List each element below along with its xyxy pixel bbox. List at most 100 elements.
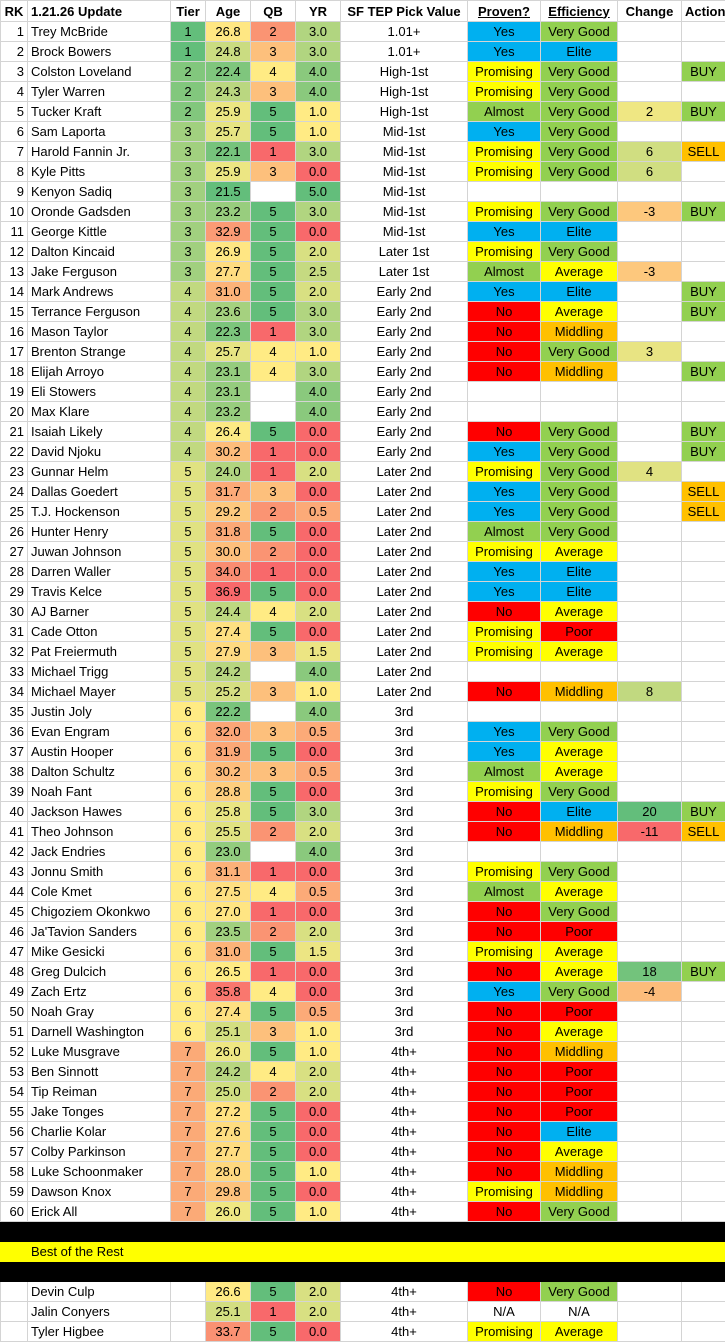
change — [618, 502, 682, 522]
efficiency: Very Good — [541, 162, 618, 182]
years: 2.0 — [296, 462, 341, 482]
rank: 36 — [1, 722, 28, 742]
change — [618, 762, 682, 782]
action — [682, 842, 725, 862]
years: 4.0 — [296, 62, 341, 82]
tier: 6 — [171, 1002, 206, 1022]
age: 25.8 — [206, 802, 251, 822]
band-cell — [682, 1222, 725, 1242]
action — [682, 1322, 725, 1342]
change: 4 — [618, 462, 682, 482]
rank: 5 — [1, 102, 28, 122]
tier: 2 — [171, 102, 206, 122]
change — [618, 82, 682, 102]
pick-value: Later 2nd — [341, 582, 468, 602]
efficiency: Very Good — [541, 902, 618, 922]
pick-value: Later 2nd — [341, 542, 468, 562]
action — [682, 522, 725, 542]
proven: No — [468, 322, 541, 342]
proven: Yes — [468, 22, 541, 42]
player-name: Terrance Ferguson — [28, 302, 171, 322]
proven: Promising — [468, 862, 541, 882]
years: 1.0 — [296, 1022, 341, 1042]
band-cell — [468, 1222, 541, 1242]
pick-value: Early 2nd — [341, 302, 468, 322]
years: 3.0 — [296, 322, 341, 342]
proven: No — [468, 1202, 541, 1222]
efficiency: N/A — [541, 1302, 618, 1322]
qb: 3 — [251, 162, 296, 182]
age: 27.5 — [206, 882, 251, 902]
player-name: Jack Endries — [28, 842, 171, 862]
age: 24.0 — [206, 462, 251, 482]
efficiency: Average — [541, 1022, 618, 1042]
rank: 48 — [1, 962, 28, 982]
action — [682, 902, 725, 922]
proven: Promising — [468, 62, 541, 82]
band-cell — [468, 1262, 541, 1282]
pick-value: Mid-1st — [341, 162, 468, 182]
years: 1.5 — [296, 642, 341, 662]
rank: 60 — [1, 1202, 28, 1222]
section-label: Best of the Rest — [28, 1242, 171, 1262]
years: 0.5 — [296, 762, 341, 782]
efficiency: Average — [541, 542, 618, 562]
change — [618, 562, 682, 582]
efficiency: Very Good — [541, 422, 618, 442]
rank: 52 — [1, 1042, 28, 1062]
rank: 38 — [1, 762, 28, 782]
tier: 5 — [171, 642, 206, 662]
tier: 5 — [171, 502, 206, 522]
action — [682, 742, 725, 762]
change — [618, 122, 682, 142]
player-name: Noah Gray — [28, 1002, 171, 1022]
change — [618, 1002, 682, 1022]
band-cell — [341, 1222, 468, 1242]
player-name: Brenton Strange — [28, 342, 171, 362]
player-name: AJ Barner — [28, 602, 171, 622]
action: BUY — [682, 362, 725, 382]
years: 2.0 — [296, 1302, 341, 1322]
change — [618, 522, 682, 542]
qb: 2 — [251, 922, 296, 942]
years: 0.5 — [296, 502, 341, 522]
qb: 4 — [251, 62, 296, 82]
pick-value: Early 2nd — [341, 382, 468, 402]
player-name: Oronde Gadsden — [28, 202, 171, 222]
proven: No — [468, 902, 541, 922]
player-name: Noah Fant — [28, 782, 171, 802]
player-name: Cade Otton — [28, 622, 171, 642]
change — [618, 1202, 682, 1222]
years: 2.0 — [296, 282, 341, 302]
tier: 5 — [171, 682, 206, 702]
age: 27.4 — [206, 1002, 251, 1022]
pick-value: Early 2nd — [341, 342, 468, 362]
age: 35.8 — [206, 982, 251, 1002]
action: SELL — [682, 822, 725, 842]
qb: 4 — [251, 982, 296, 1002]
column-header: QB — [251, 1, 296, 22]
qb: 5 — [251, 622, 296, 642]
qb: 5 — [251, 302, 296, 322]
pick-value: Early 2nd — [341, 282, 468, 302]
qb: 5 — [251, 802, 296, 822]
action — [682, 1042, 725, 1062]
proven: Yes — [468, 582, 541, 602]
rank: 1 — [1, 22, 28, 42]
proven: Promising — [468, 942, 541, 962]
band-cell — [28, 1222, 171, 1242]
proven: Yes — [468, 722, 541, 742]
years: 3.0 — [296, 202, 341, 222]
action — [682, 1142, 725, 1162]
action — [682, 1022, 725, 1042]
efficiency: Average — [541, 602, 618, 622]
tier: 1 — [171, 42, 206, 62]
efficiency: Average — [541, 302, 618, 322]
